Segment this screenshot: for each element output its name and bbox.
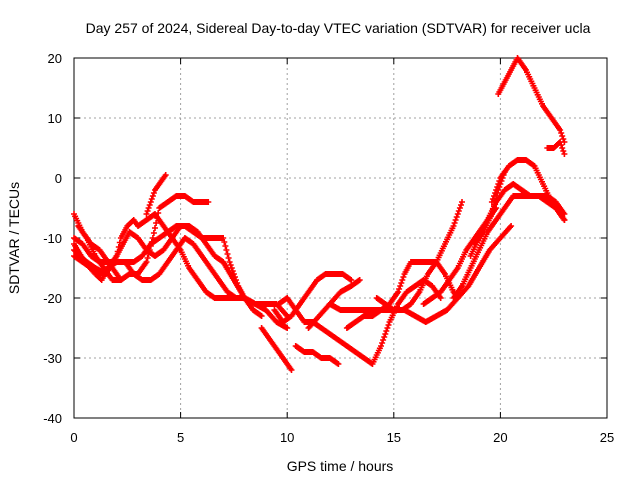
y-tick-label: -40	[43, 411, 62, 426]
data-point-markers	[143, 172, 169, 217]
series-arc-9	[271, 271, 355, 325]
axis-ticks	[73, 57, 608, 419]
data-points	[71, 55, 568, 373]
x-tick-label: 5	[177, 430, 184, 445]
x-tick-label: 25	[600, 430, 614, 445]
y-tick-label: -30	[43, 351, 62, 366]
data-point-markers	[495, 55, 568, 145]
series-arc-20	[488, 169, 508, 205]
x-tick-label: 10	[280, 430, 294, 445]
data-point-markers	[373, 199, 465, 313]
data-point-markers	[271, 271, 355, 325]
x-tick-label: 15	[387, 430, 401, 445]
data-point-markers	[71, 235, 248, 301]
series-arc-15	[373, 199, 465, 313]
series-arc-14	[343, 259, 461, 331]
y-tick-label: 0	[55, 171, 62, 186]
series-arc-6	[75, 193, 212, 283]
series-arc-21	[495, 55, 568, 145]
y-tick-label: 20	[48, 51, 62, 66]
data-point-markers	[488, 169, 508, 205]
data-point-markers	[292, 343, 342, 367]
data-point-markers	[75, 193, 212, 283]
data-point-markers	[343, 259, 461, 331]
x-tick-label: 20	[493, 430, 507, 445]
y-tick-label: -20	[43, 291, 62, 306]
series-arc-11	[292, 343, 342, 367]
data-point-markers	[258, 325, 295, 373]
y-tick-labels: -40 -30 -20 -10 0 10 20	[43, 51, 62, 426]
x-axis-label: GPS time / hours	[287, 458, 394, 474]
x-tick-label: 0	[70, 430, 77, 445]
y-axis-label: SDTVAR / TECUs	[6, 182, 22, 294]
data-point-markers	[544, 139, 568, 157]
y-tick-label: -10	[43, 231, 62, 246]
series-arc-7	[143, 172, 169, 217]
series-arc-22	[544, 139, 568, 157]
series-arc-8	[258, 325, 295, 373]
grid-lines	[74, 58, 607, 418]
chart-title: Day 257 of 2024, Sidereal Day-to-day VTE…	[86, 20, 591, 36]
y-tick-label: 10	[48, 111, 62, 126]
x-tick-labels: 0 5 10 15 20 25	[70, 430, 614, 445]
series-arc-5	[71, 235, 248, 301]
